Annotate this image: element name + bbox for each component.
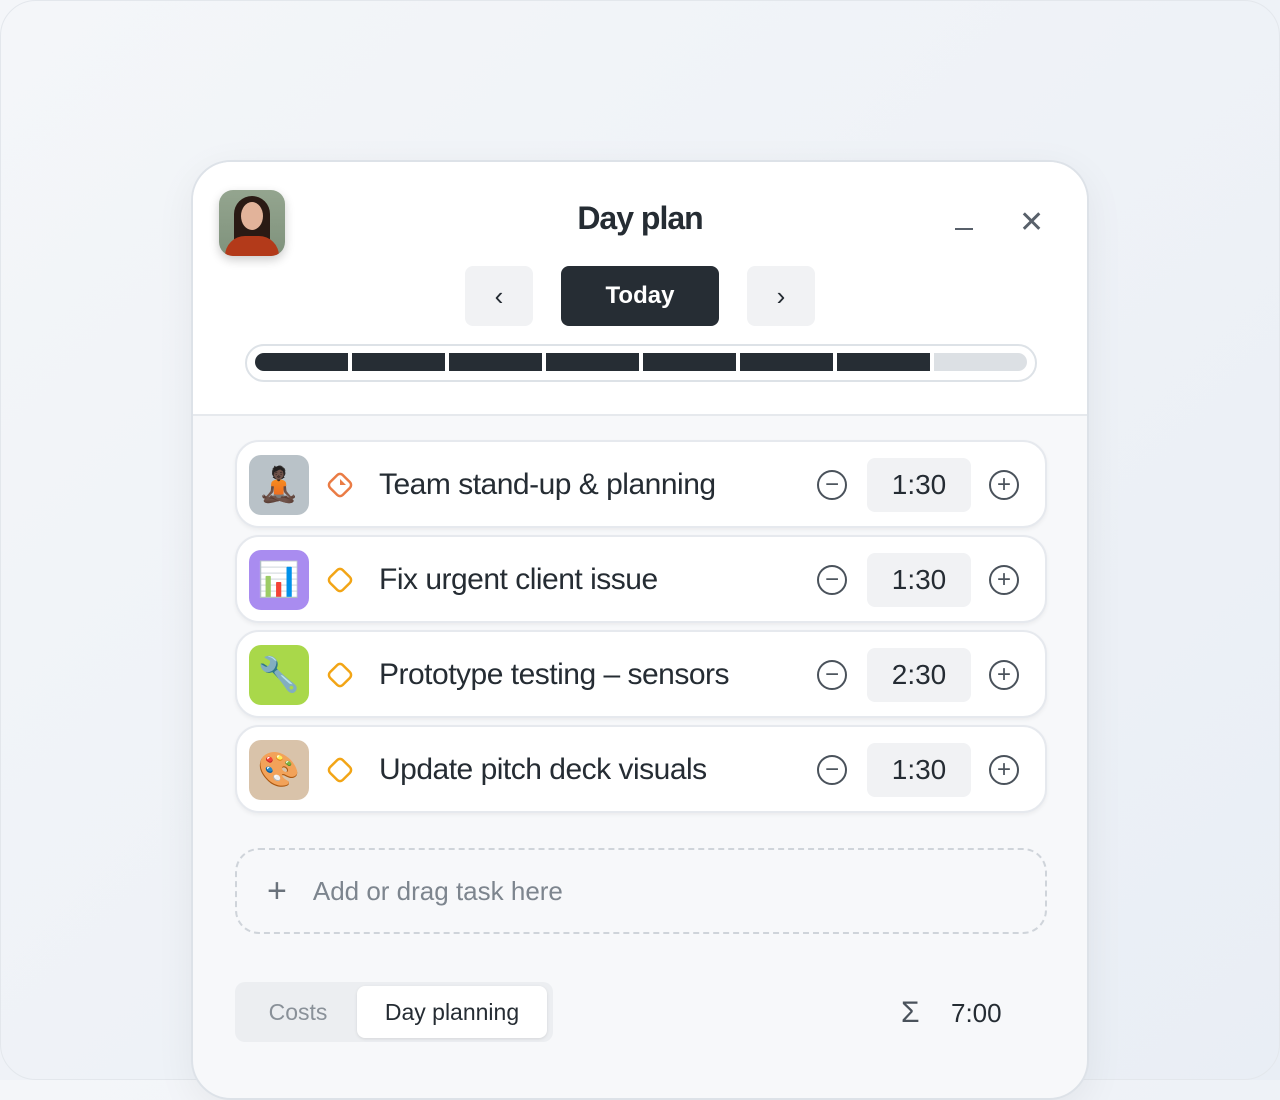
decrease-duration-button[interactable]: − xyxy=(817,660,847,690)
increase-duration-button[interactable]: + xyxy=(989,565,1019,595)
lotus-position-emoji: 🧘🏿 xyxy=(249,455,309,515)
total-duration: 7:00 xyxy=(951,998,1002,1028)
tab-costs[interactable]: Costs xyxy=(268,998,328,1025)
header: Day plan ✕ ‹ Today › xyxy=(193,162,1087,416)
add-task-dropzone[interactable]: + Add or drag task here xyxy=(235,848,1047,934)
progress-segment xyxy=(255,353,348,371)
next-day-button[interactable]: › xyxy=(747,266,815,326)
add-task-label: Add or drag task here xyxy=(312,875,563,906)
progress-segment xyxy=(449,353,542,371)
task-duration[interactable]: 1:30 xyxy=(867,458,971,512)
decrease-duration-button[interactable]: − xyxy=(817,755,847,785)
chevron-right-icon: › xyxy=(776,280,786,311)
task-name[interactable]: Prototype testing – sensors xyxy=(379,658,730,691)
diamond-icon[interactable] xyxy=(325,565,355,595)
progress-segment xyxy=(837,353,930,371)
task-name[interactable]: Fix urgent client issue xyxy=(379,563,658,596)
bar-chart-emoji: 📊 xyxy=(249,550,309,610)
avatar[interactable] xyxy=(219,190,285,256)
minimize-icon[interactable] xyxy=(955,228,973,230)
task-name[interactable]: Team stand-up & planning xyxy=(379,468,716,501)
task-list: 🧘🏿 Team stand-up & planning − 1:30 + 📊 Fi… xyxy=(235,440,1047,820)
day-plan-window: Day plan ✕ ‹ Today › 🧘🏿 Team stand-up & … xyxy=(191,160,1089,1100)
sigma-icon: Σ xyxy=(901,996,920,1029)
prev-day-button[interactable]: ‹ xyxy=(465,266,533,326)
artist-palette-emoji: 🎨 xyxy=(249,740,309,800)
wrench-emoji: 🔧 xyxy=(249,645,309,705)
task-duration[interactable]: 2:30 xyxy=(867,648,971,702)
today-button[interactable]: Today xyxy=(561,266,719,326)
task-row[interactable]: 🎨 Update pitch deck visuals − 1:30 + xyxy=(235,725,1047,813)
progress-segment xyxy=(546,353,639,371)
task-name[interactable]: Update pitch deck visuals xyxy=(379,753,707,786)
progress-segment xyxy=(934,353,1027,371)
day-progress-bar xyxy=(245,344,1037,382)
task-row[interactable]: 📊 Fix urgent client issue − 1:30 + xyxy=(235,535,1047,623)
plus-icon: + xyxy=(267,871,287,910)
close-icon[interactable]: ✕ xyxy=(1019,206,1045,239)
diamond-icon[interactable] xyxy=(325,755,355,785)
diamond-icon[interactable] xyxy=(325,660,355,690)
decrease-duration-button[interactable]: − xyxy=(817,470,847,500)
view-switch: Costs Day planning xyxy=(235,982,553,1042)
progress-segment xyxy=(740,353,833,371)
increase-duration-button[interactable]: + xyxy=(989,755,1019,785)
task-duration[interactable]: 1:30 xyxy=(867,743,971,797)
page-title: Day plan xyxy=(577,200,703,236)
tab-day-planning[interactable]: Day planning xyxy=(357,986,547,1038)
task-row[interactable]: 🔧 Prototype testing – sensors − 2:30 + xyxy=(235,630,1047,718)
task-row[interactable]: 🧘🏿 Team stand-up & planning − 1:30 + xyxy=(235,440,1047,528)
chevron-left-icon: ‹ xyxy=(494,280,504,311)
progress-segment xyxy=(352,353,445,371)
increase-duration-button[interactable]: + xyxy=(989,660,1019,690)
progress-segment xyxy=(643,353,736,371)
decrease-duration-button[interactable]: − xyxy=(817,565,847,595)
diamond-clock-icon[interactable] xyxy=(325,470,355,500)
increase-duration-button[interactable]: + xyxy=(989,470,1019,500)
task-duration[interactable]: 1:30 xyxy=(867,553,971,607)
